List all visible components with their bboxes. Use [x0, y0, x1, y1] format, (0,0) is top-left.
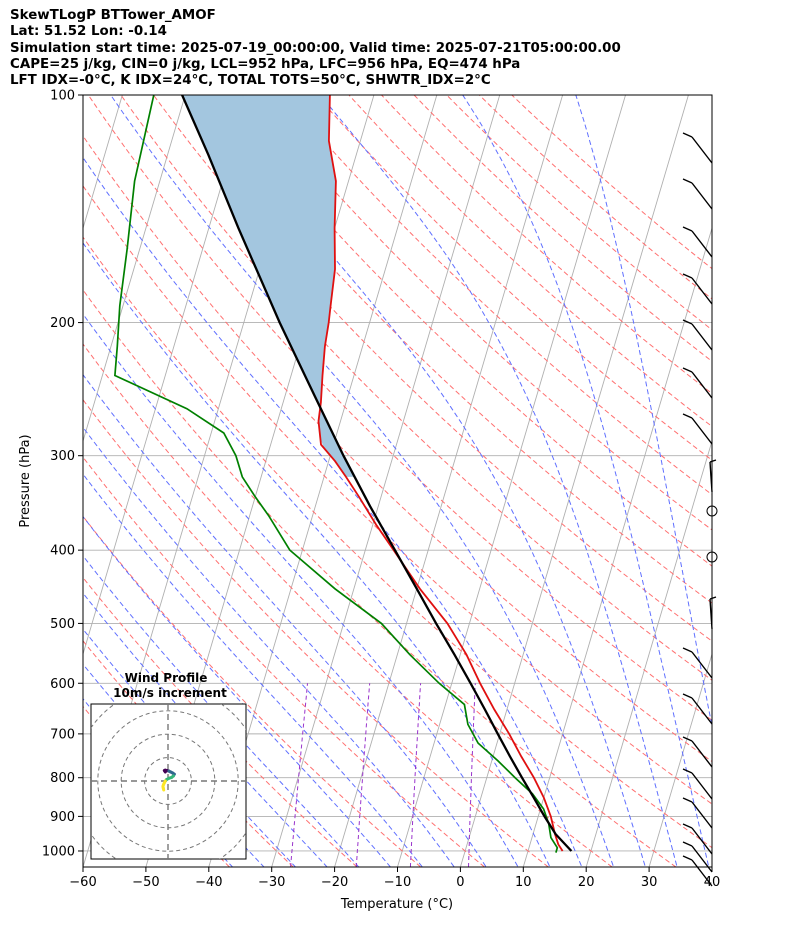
title-line-1: SkewTLogP BTTower_AMOF	[10, 8, 216, 23]
dewpoint-line	[114, 95, 559, 853]
wind-barb	[682, 178, 713, 210]
x-tick-label: 30	[641, 875, 658, 890]
isotherm	[711, 865, 712, 867]
wind-barb	[709, 459, 717, 493]
dry-adiabat	[83, 236, 712, 849]
parcel-line	[181, 95, 573, 852]
moist-adiabat	[83, 555, 360, 867]
x-axis-label: Temperature (°C)	[340, 897, 453, 912]
mixing-ratio-line	[290, 683, 308, 867]
title-line-4: CAPE=25 j/kg, CIN=0 j/kg, LCL=952 hPa, L…	[10, 56, 521, 72]
wind-barb	[682, 367, 713, 399]
wind-barb	[682, 693, 713, 725]
x-tick-label: −20	[321, 875, 348, 890]
wind-barb	[682, 823, 713, 855]
wind-barb	[682, 855, 713, 887]
y-tick-label: 800	[50, 771, 75, 786]
wind-barb	[682, 841, 713, 873]
hodograph-ring	[97, 710, 239, 852]
wind-barb	[682, 413, 713, 445]
x-tick-label: −10	[384, 875, 411, 890]
dry-adiabat	[120, 95, 712, 681]
isotherm	[83, 95, 186, 443]
dry-adiabat	[478, 95, 712, 300]
dry-adiabat	[511, 95, 712, 270]
y-tick-label: 600	[50, 677, 75, 692]
x-tick-label: 10	[515, 875, 532, 890]
moist-adiabat	[83, 373, 487, 867]
x-tick-label: −50	[132, 875, 159, 890]
wind-barb	[682, 647, 713, 679]
hodograph-inset: Wind Profile 10m/s increment	[90, 671, 247, 860]
dry-adiabat	[83, 135, 712, 763]
y-tick-label: 100	[50, 89, 75, 104]
x-tick-label: −40	[195, 875, 222, 890]
title-line-5: LFT IDX=-0°C, K IDX=24°C, TOTAL TOTS=50°…	[10, 73, 491, 89]
wind-barb	[682, 768, 713, 800]
dry-adiabat	[283, 95, 712, 496]
title-line-2: Lat: 51.52 Lon: -0.14	[10, 24, 167, 40]
isotherm	[522, 226, 712, 867]
isotherm	[271, 95, 501, 867]
dry-adiabat	[381, 95, 712, 395]
dry-adiabat	[446, 95, 712, 331]
wind-barb	[682, 736, 713, 768]
moist-adiabat	[83, 473, 423, 867]
moist-adiabat	[462, 95, 710, 867]
dry-adiabat	[83, 398, 549, 867]
mixing-ratio-line	[468, 683, 476, 867]
wind-barbs	[682, 132, 718, 887]
x-tick-label: −30	[258, 875, 285, 890]
moist-adiabat	[575, 95, 712, 729]
dry-adiabat	[83, 185, 712, 805]
moist-adiabat	[83, 313, 519, 867]
isotherm	[83, 95, 123, 230]
wind-barb	[682, 273, 713, 305]
isotherm	[459, 95, 689, 867]
wind-barb	[706, 505, 718, 517]
y-tick-label: 200	[50, 316, 75, 331]
y-tick-label: 1000	[42, 844, 75, 859]
isotherm	[334, 95, 564, 867]
y-axis-label: Pressure (hPa)	[18, 434, 33, 527]
wind-barb	[706, 551, 718, 563]
y-tick-label: 300	[50, 449, 75, 464]
wind-barb	[682, 132, 713, 164]
y-tick-label: 400	[50, 544, 75, 559]
cape-shading	[182, 95, 355, 477]
isotherm	[585, 439, 712, 867]
y-tick-label: 500	[50, 617, 75, 632]
x-tick-label: 40	[704, 875, 721, 890]
dry-adiabat	[83, 343, 613, 867]
title-line-3: Simulation start time: 2025-07-19_00:00:…	[10, 40, 621, 56]
moist-adiabat	[83, 426, 455, 867]
temperature-line	[317, 95, 564, 852]
mixing-ratio-line	[355, 683, 371, 867]
x-tick-label: −60	[69, 875, 96, 890]
hodograph-title: Wind Profile	[125, 671, 208, 685]
dry-adiabat	[413, 95, 712, 362]
dry-adiabat	[83, 289, 677, 867]
isotherm	[208, 95, 438, 867]
y-tick-label: 700	[50, 727, 75, 742]
y-tick-label: 900	[50, 810, 75, 825]
x-tick-label: 0	[456, 875, 464, 890]
dry-adiabat	[250, 95, 712, 531]
dry-adiabat	[87, 95, 712, 721]
isotherm	[775, 95, 794, 867]
dry-adiabat	[83, 456, 485, 867]
mixing-ratio-line	[409, 683, 422, 867]
moist-adiabat	[83, 242, 551, 867]
wind-barb	[682, 797, 713, 829]
wind-barb	[682, 319, 713, 351]
isotherm	[83, 95, 249, 656]
x-tick-label: 20	[578, 875, 595, 890]
hodograph-subtitle: 10m/s increment	[113, 686, 227, 700]
wind-barb	[709, 596, 717, 630]
wind-barb	[682, 226, 713, 258]
moist-adiabat	[110, 95, 615, 867]
